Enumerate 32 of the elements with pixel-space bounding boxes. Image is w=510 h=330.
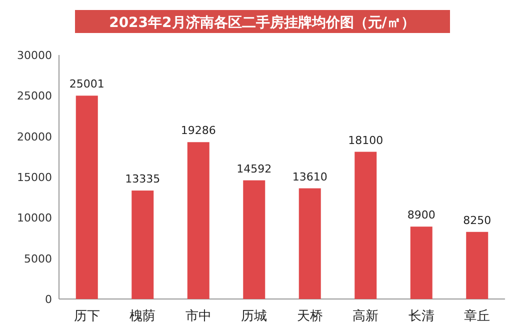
data-label: 13610 (292, 170, 328, 184)
x-tick-label: 高新 (352, 308, 379, 324)
chart-title: 2023年2月济南各区二手房挂牌均价图（元/㎡） (109, 14, 415, 31)
y-tick-label: 20000 (17, 130, 52, 144)
y-tick-label: 0 (45, 293, 52, 306)
bar (243, 180, 266, 299)
x-tick-label: 历城 (241, 309, 268, 324)
bar (76, 96, 98, 299)
y-tick-label: 15000 (17, 171, 52, 184)
data-label: 13335 (125, 172, 160, 186)
data-label: 19286 (180, 124, 216, 138)
x-tick-label: 槐荫 (130, 309, 156, 324)
y-tick-label: 30000 (17, 49, 52, 62)
bar (354, 152, 377, 299)
bar (298, 188, 321, 299)
data-label: 8250 (463, 214, 492, 227)
bar (132, 190, 154, 299)
y-tick-label: 5000 (24, 252, 52, 266)
bar (410, 226, 432, 299)
x-tick-label: 章丘 (464, 309, 490, 324)
x-tick-label: 天桥 (296, 309, 323, 324)
data-label: 14592 (236, 162, 272, 176)
data-label: 25001 (69, 78, 104, 91)
data-label: 8900 (407, 208, 436, 222)
bar (187, 142, 210, 299)
data-label: 18100 (348, 134, 384, 147)
y-tick-label: 10000 (17, 212, 52, 225)
bar (466, 232, 488, 299)
x-tick-label: 历下 (74, 309, 100, 324)
x-tick-label: 市中 (185, 309, 212, 324)
x-tick-label: 长清 (408, 309, 434, 324)
y-tick-label: 25000 (17, 90, 52, 103)
